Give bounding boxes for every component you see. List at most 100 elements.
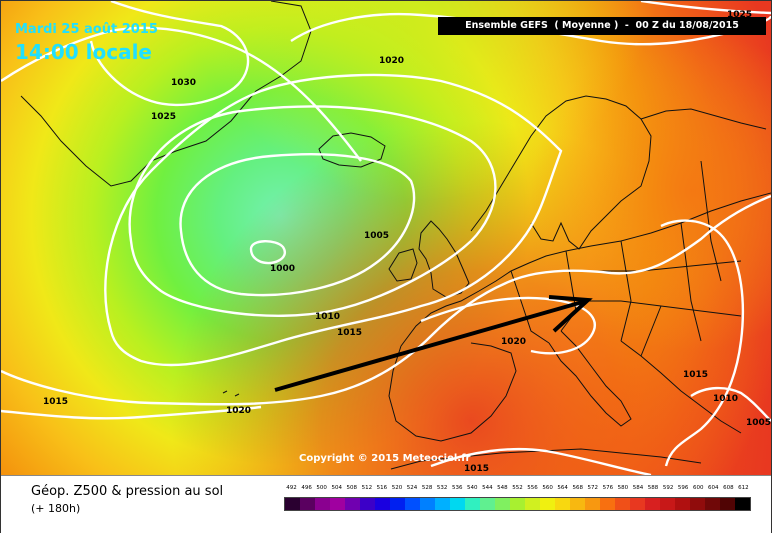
isobar-label: 1005	[364, 231, 389, 241]
isobar-1005	[179, 153, 416, 297]
scale-swatch	[600, 498, 615, 510]
scale-swatch	[540, 498, 555, 510]
scale-swatch	[480, 498, 495, 510]
isobar-label: 1015	[683, 370, 708, 380]
scale-label: 608	[723, 485, 734, 491]
scale-label: 532	[436, 485, 448, 491]
scale-label: 584	[632, 485, 644, 491]
iberia-coast	[388, 342, 517, 442]
forecast-date: Mardi 25 août 2015	[15, 22, 158, 37]
scale-swatch	[495, 498, 510, 510]
copyright-text: Copyright © 2015 Meteociel.fr	[299, 453, 470, 464]
azores	[222, 390, 240, 397]
scale-swatch	[570, 498, 585, 510]
isobar-label: 1025	[151, 112, 176, 122]
isobar-1015-c	[104, 73, 563, 367]
scale-label: 540	[467, 485, 478, 491]
scale-swatch	[735, 498, 750, 510]
italy-coast	[548, 330, 632, 427]
isobar-label: 1010	[315, 312, 340, 322]
scale-swatch	[390, 498, 405, 510]
border-6	[591, 260, 742, 272]
scale-label: 548	[497, 485, 508, 491]
scale-swatch	[660, 498, 675, 510]
legend-subtitle: (+ 180h)	[31, 502, 81, 515]
scale-swatch	[330, 498, 345, 510]
scale-label: 568	[572, 485, 583, 491]
scale-swatch	[645, 498, 660, 510]
arrow-shaft	[274, 299, 587, 392]
scale-swatch	[510, 498, 525, 510]
color-scale: 492 496 500 504 508 512 516 520 524 528 532 536 540 5…	[284, 485, 751, 517]
scale-label: 600	[692, 485, 704, 491]
ireland-coast	[388, 248, 418, 282]
isobar-1015-s	[430, 447, 652, 475]
isobar-labels: 1025 1030 1025 1020 1005 1000 1010 1015 …	[43, 10, 771, 474]
scale-label: 576	[602, 485, 614, 491]
border-1	[510, 270, 550, 344]
model-run-header: Ensemble GEFS ( Moyenne ) - 00 Z du 18/0…	[438, 17, 766, 35]
map-canvas: 1025 1030 1025 1020 1005 1000 1010 1015 …	[1, 1, 771, 475]
forecast-time: 14:00 locale	[15, 40, 152, 64]
scale-label: 552	[512, 485, 523, 491]
isobar-label: 1015	[43, 397, 68, 407]
isobar-label: 1000	[270, 264, 295, 274]
isobar-label: 1020	[379, 56, 404, 66]
scale-label: 520	[391, 485, 403, 491]
isobar-label: 1020	[501, 337, 526, 347]
scale-label: 572	[587, 485, 599, 491]
isobar-1025-w	[1, 26, 362, 162]
isobar-label: 1010	[713, 394, 738, 404]
scale-label: 516	[376, 485, 388, 491]
scale-swatch	[615, 498, 630, 510]
greenland-coast	[20, 1, 312, 187]
scale-swatch	[405, 498, 420, 510]
scale-label: 560	[542, 485, 553, 491]
isobar-1025-ne	[640, 1, 771, 15]
isobar-1010-e	[690, 386, 771, 422]
isobar-1030	[89, 1, 250, 107]
scale-swatch	[315, 498, 330, 510]
color-scale-labels: 492 496 500 504 508 512 516 520 524 528 532 536 540 5…	[284, 485, 751, 491]
iceland-coast	[318, 132, 386, 168]
color-scale-swatches	[284, 497, 751, 511]
finland-coast	[640, 108, 767, 130]
scale-label: 588	[647, 485, 659, 491]
scale-swatch	[720, 498, 735, 510]
border-4	[680, 222, 702, 342]
isobar-1000	[249, 240, 286, 265]
scale-label: 580	[617, 485, 629, 491]
weather-map: 1025 1030 1025 1020 1005 1000 1010 1015 …	[1, 1, 771, 475]
scandinavia-coast	[470, 95, 652, 250]
isobar-1015-e	[660, 219, 745, 467]
scale-swatch	[360, 498, 375, 510]
border-3	[620, 240, 632, 342]
scale-swatch	[675, 498, 690, 510]
scale-label: 592	[662, 485, 674, 491]
scale-swatch	[465, 498, 480, 510]
scale-swatch	[450, 498, 465, 510]
isobar-label: 1005	[746, 418, 771, 428]
legend-footer: Géop. Z500 & pression au sol (+ 180h) 49…	[1, 475, 771, 533]
arrow-head	[548, 295, 593, 333]
isobar-1015-w	[1, 405, 262, 420]
scale-swatch	[435, 498, 450, 510]
scale-swatch	[420, 498, 435, 510]
coastlines	[20, 1, 771, 470]
scale-label: 596	[677, 485, 689, 491]
scale-swatch	[690, 498, 705, 510]
scale-swatch	[585, 498, 600, 510]
scale-swatch	[525, 498, 540, 510]
scale-label: 544	[482, 485, 493, 491]
scale-label: 512	[361, 485, 373, 491]
scale-swatch	[345, 498, 360, 510]
scale-label: 504	[331, 485, 342, 491]
scale-swatch	[705, 498, 720, 510]
scale-label: 524	[406, 485, 418, 491]
scale-swatch	[555, 498, 570, 510]
scale-label: 564	[557, 485, 568, 491]
scale-swatch	[300, 498, 315, 510]
scale-swatch	[375, 498, 390, 510]
isobar-label: 1030	[171, 78, 196, 88]
